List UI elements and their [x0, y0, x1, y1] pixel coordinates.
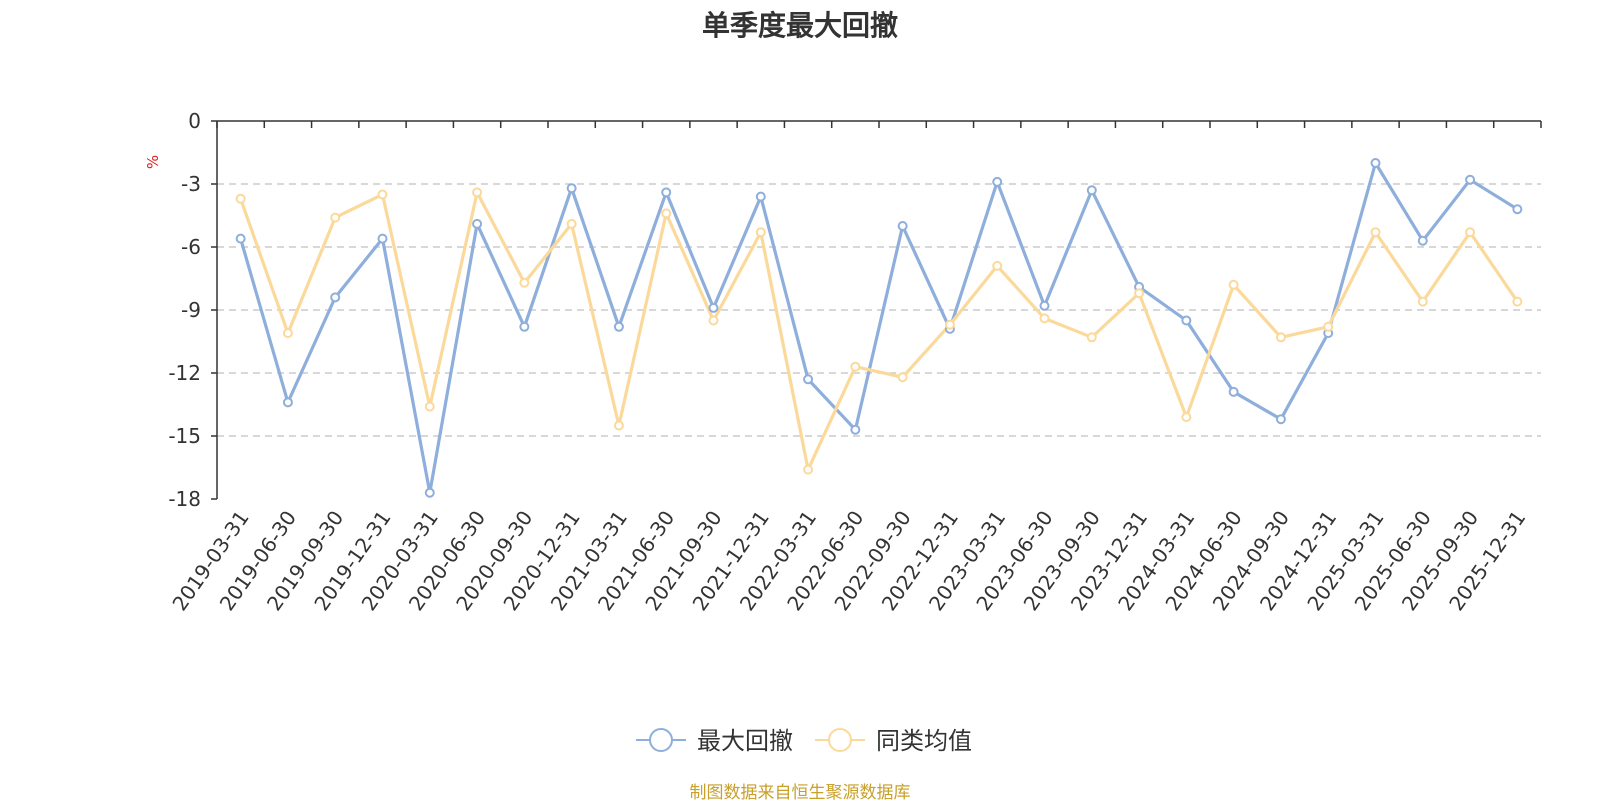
legend-item-peer-average[interactable]: 同类均值	[815, 727, 972, 755]
legend-item-max-drawdown[interactable]: 最大回撤	[636, 727, 793, 755]
legend-marker-peer-average	[829, 729, 851, 751]
y-tick-label: -3	[181, 172, 201, 196]
series	[237, 159, 1522, 497]
data-point-1	[1135, 289, 1143, 297]
data-point-0	[1466, 176, 1474, 184]
data-point-1	[568, 220, 576, 228]
data-point-0	[899, 222, 907, 230]
data-point-1	[284, 329, 292, 337]
data-point-0	[615, 323, 623, 331]
data-point-1	[1182, 413, 1190, 421]
data-point-0	[1230, 388, 1238, 396]
data-point-1	[710, 317, 718, 325]
y-tick-label: -6	[181, 235, 201, 259]
data-point-1	[1324, 323, 1332, 331]
data-point-0	[804, 375, 812, 383]
data-point-1	[520, 279, 528, 287]
data-point-1	[1230, 281, 1238, 289]
y-axis-unit-label: %	[144, 155, 162, 169]
data-point-1	[1041, 314, 1049, 322]
data-point-1	[426, 403, 434, 411]
y-tick-label: -15	[168, 424, 201, 448]
data-point-1	[946, 321, 954, 329]
data-point-1	[662, 209, 670, 217]
data-point-1	[615, 422, 623, 430]
data-point-0	[662, 188, 670, 196]
data-point-1	[757, 228, 765, 236]
data-point-1	[1088, 333, 1096, 341]
data-point-0	[851, 426, 859, 434]
legend-label-max-drawdown: 最大回撤	[697, 727, 793, 755]
data-point-1	[1466, 228, 1474, 236]
data-point-0	[237, 235, 245, 243]
legend-marker-max-drawdown	[650, 729, 672, 751]
data-point-1	[379, 191, 387, 199]
data-point-1	[237, 195, 245, 203]
data-point-0	[1513, 205, 1521, 213]
data-point-1	[473, 188, 481, 196]
data-point-0	[379, 235, 387, 243]
y-tick-label: -9	[181, 298, 201, 322]
data-point-1	[851, 363, 859, 371]
data-point-0	[1041, 302, 1049, 310]
data-point-1	[1513, 298, 1521, 306]
data-point-0	[473, 220, 481, 228]
data-point-0	[710, 304, 718, 312]
data-point-0	[757, 193, 765, 201]
grid-lines	[217, 184, 1541, 436]
data-point-0	[426, 489, 434, 497]
y-tick-label: -18	[168, 487, 201, 511]
source-note: 制图数据来自恒生聚源数据库	[0, 778, 1600, 803]
y-tick-label: 0	[188, 109, 201, 133]
data-point-1	[804, 466, 812, 474]
data-point-1	[899, 373, 907, 381]
data-point-0	[520, 323, 528, 331]
data-point-0	[1182, 317, 1190, 325]
data-point-0	[1372, 159, 1380, 167]
data-point-1	[993, 262, 1001, 270]
data-point-1	[1419, 298, 1427, 306]
data-point-0	[568, 184, 576, 192]
y-tick-label: -12	[168, 361, 201, 385]
data-point-1	[1277, 333, 1285, 341]
legend: 最大回撤 同类均值	[636, 727, 972, 755]
data-point-1	[1372, 228, 1380, 236]
data-point-0	[993, 178, 1001, 186]
legend-label-peer-average: 同类均值	[876, 727, 972, 755]
data-point-0	[331, 293, 339, 301]
data-point-0	[1088, 186, 1096, 194]
data-point-0	[1277, 415, 1285, 423]
data-point-0	[1419, 237, 1427, 245]
data-point-0	[284, 398, 292, 406]
data-point-1	[331, 214, 339, 222]
